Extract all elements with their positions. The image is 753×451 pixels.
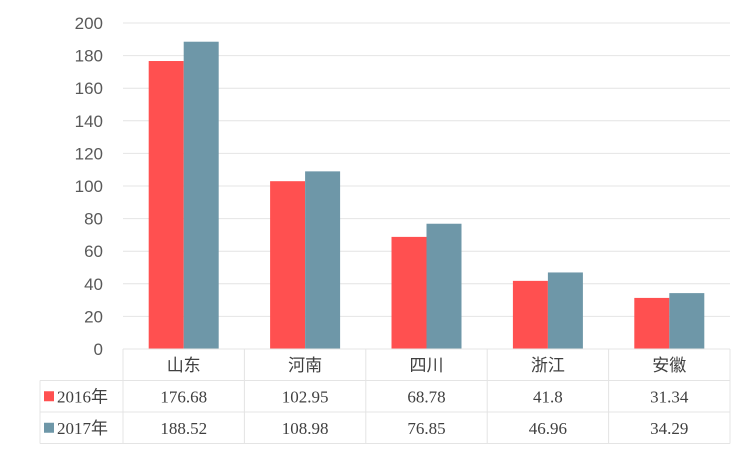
y-tick-label: 160 [75, 79, 103, 98]
data-label: 41.8 [533, 387, 563, 406]
y-tick-label: 40 [84, 275, 103, 294]
y-tick-label: 140 [75, 112, 103, 131]
category-label: 浙江 [531, 356, 565, 376]
legend-label: 2017年 [57, 419, 108, 438]
data-label: 76.85 [407, 419, 445, 438]
bar-series2 [305, 171, 341, 349]
bar-series1 [148, 61, 184, 350]
category-label: 四川 [410, 356, 444, 376]
data-label: 108.98 [282, 419, 329, 438]
y-tick-label: 200 [75, 14, 103, 33]
category-label: 山东 [167, 356, 201, 376]
bar-series2 [669, 293, 705, 349]
data-label: 31.34 [650, 387, 689, 406]
bar-series2 [183, 41, 219, 349]
legend-label: 2016年 [57, 387, 108, 406]
y-tick-label: 80 [84, 210, 103, 229]
bar-series1 [391, 236, 427, 349]
y-tick-label: 180 [75, 47, 103, 66]
category-label: 河南 [288, 356, 322, 376]
bar-series1 [634, 297, 670, 349]
bar-series2 [426, 223, 462, 349]
gridlines [123, 22, 730, 317]
y-tick-label: 60 [84, 242, 103, 261]
bar-series2 [547, 272, 583, 349]
y-axis-ticks: 0 20 40 60 80 100 120 140 160 180 200 [75, 14, 103, 359]
bars [148, 41, 705, 350]
y-tick-label: 100 [75, 177, 103, 196]
y-tick-label: 120 [75, 144, 103, 163]
legend-swatch [44, 391, 54, 402]
data-table: 山东 河南 四川 浙江 安徽 2016年 176.68 102.95 68.78 41.8 31.3… [39, 348, 731, 444]
bar-series1 [512, 280, 548, 349]
data-label: 188.52 [160, 419, 207, 438]
legend-swatch [44, 422, 54, 433]
y-tick-label: 0 [94, 340, 103, 359]
data-label: 102.95 [282, 387, 329, 406]
data-label: 46.96 [529, 419, 567, 438]
data-label: 68.78 [407, 387, 445, 406]
category-label: 安徽 [652, 356, 686, 376]
bar-series1 [270, 181, 306, 349]
data-label: 176.68 [160, 387, 207, 406]
y-tick-label: 20 [84, 307, 103, 326]
data-label: 34.29 [650, 419, 688, 438]
